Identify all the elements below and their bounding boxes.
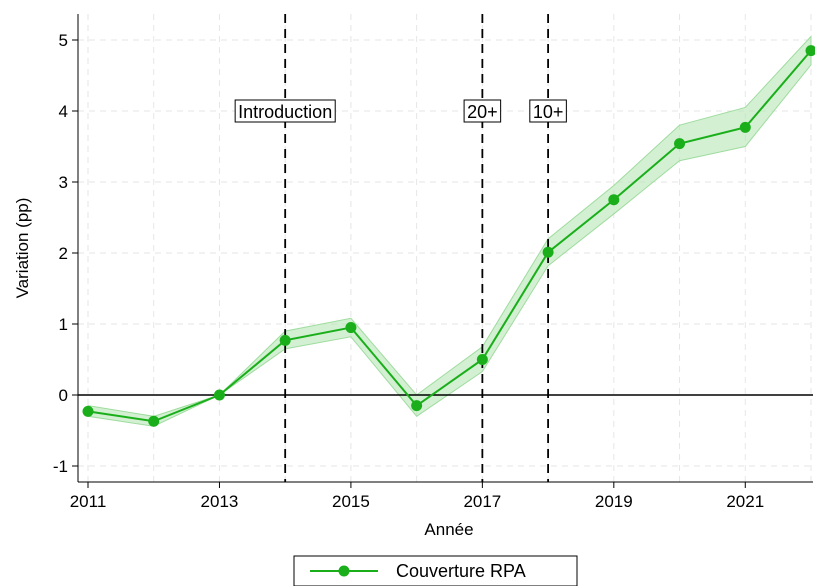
reference-label-box (234, 99, 336, 123)
reference-label-box (529, 99, 567, 123)
reference-label: 20+ (467, 102, 498, 122)
grid (78, 14, 813, 482)
x-axis-label: Année (424, 520, 473, 539)
data-point-2015 (345, 322, 357, 334)
data-point-2017 (476, 354, 488, 365)
data-point-2013 (213, 389, 225, 401)
x-tick-label: 2013 (201, 492, 239, 511)
axes: -1 0 1 2 3 4 5 2011 2013 2015 2017 2019 2021 (53, 14, 813, 511)
reference-label: Introduction (238, 102, 332, 122)
y-tick-label: 4 (59, 102, 68, 121)
reference-lines: Introduction 20+ 10+ (234, 14, 567, 482)
data-point-2019 (608, 194, 620, 206)
y-tick-label: 5 (59, 31, 68, 50)
data-point-2011 (82, 405, 94, 417)
y-axis-label: Variation (pp) (13, 198, 32, 299)
x-tick-label: 2011 (70, 492, 107, 511)
y-tick-label: 3 (59, 173, 68, 192)
legend: Couverture RPA (293, 555, 578, 586)
data-point-2021 (739, 121, 751, 133)
confidence-band (87, 35, 812, 427)
data-point-2020 (674, 138, 686, 150)
legend-marker (338, 565, 350, 577)
data-point-2016 (411, 400, 423, 412)
y-tick-label: -1 (53, 457, 68, 476)
reference-label: 10+ (533, 102, 564, 122)
x-tick-label: 2017 (463, 492, 501, 511)
data-point-2012 (148, 415, 160, 427)
y-tick-label: 2 (59, 244, 68, 263)
series-line (87, 49, 812, 423)
ci-band (87, 35, 812, 427)
reference-label-box (463, 99, 502, 123)
x-tick-label: 2021 (726, 492, 764, 511)
x-tick-label: 2015 (332, 492, 370, 511)
legend-label: Couverture RPA (396, 561, 526, 581)
data-point-2018 (542, 246, 554, 258)
y-tick-label: 0 (59, 386, 68, 405)
data-point-2014 (279, 334, 291, 346)
y-tick-label: 1 (59, 315, 68, 334)
data-point-2022 (805, 45, 815, 57)
x-tick-label: 2019 (595, 492, 633, 511)
series (82, 45, 815, 427)
